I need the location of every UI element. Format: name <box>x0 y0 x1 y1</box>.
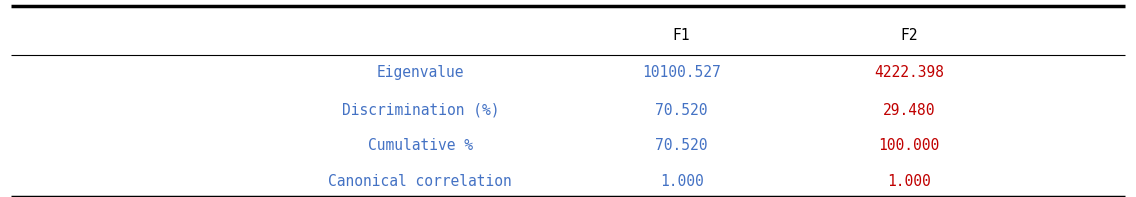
Text: 4222.398: 4222.398 <box>874 65 944 80</box>
Text: Canonical correlation: Canonical correlation <box>328 174 512 189</box>
Text: 70.520: 70.520 <box>655 138 708 153</box>
Text: 1.000: 1.000 <box>660 174 703 189</box>
Text: 10100.527: 10100.527 <box>642 65 721 80</box>
Text: F1: F1 <box>673 28 691 43</box>
Text: 1.000: 1.000 <box>887 174 930 189</box>
Text: Discrimination (%): Discrimination (%) <box>342 103 499 118</box>
Text: Cumulative %: Cumulative % <box>368 138 473 153</box>
Text: F2: F2 <box>900 28 918 43</box>
Text: 100.000: 100.000 <box>878 138 939 153</box>
Text: 70.520: 70.520 <box>655 103 708 118</box>
Text: Eigenvalue: Eigenvalue <box>376 65 465 80</box>
Text: 29.480: 29.480 <box>883 103 935 118</box>
